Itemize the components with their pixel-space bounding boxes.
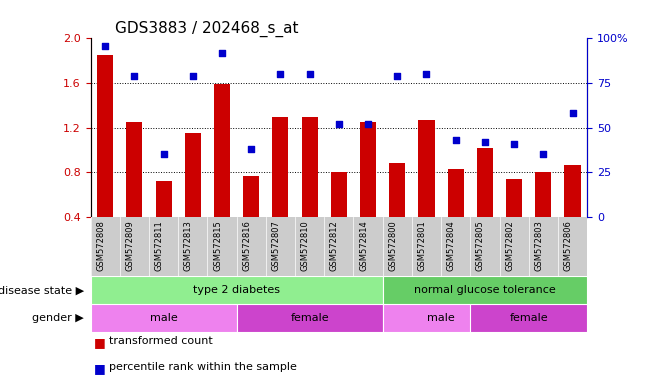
Text: GSM572813: GSM572813 [184, 220, 193, 271]
Bar [477, 148, 493, 217]
Point [187, 73, 198, 79]
Bar [97, 55, 113, 217]
Bar [185, 133, 201, 217]
Text: GSM572811: GSM572811 [154, 220, 164, 271]
Text: disease state ▶: disease state ▶ [0, 285, 84, 295]
Bar [360, 122, 376, 217]
Point [421, 71, 432, 77]
Text: percentile rank within the sample: percentile rank within the sample [109, 362, 297, 372]
Text: GSM572806: GSM572806 [564, 220, 572, 271]
Bar [331, 172, 347, 217]
Point [538, 151, 549, 157]
Bar [272, 116, 289, 217]
Text: female: female [291, 313, 329, 323]
Text: GSM572816: GSM572816 [242, 220, 251, 271]
Bar [382, 304, 499, 332]
Text: GSM572803: GSM572803 [534, 220, 544, 271]
Bar [237, 304, 382, 332]
Bar [214, 84, 230, 217]
Text: ■: ■ [94, 362, 106, 376]
Text: GDS3883 / 202468_s_at: GDS3883 / 202468_s_at [115, 21, 299, 37]
Text: GSM572801: GSM572801 [417, 220, 427, 271]
Point [333, 121, 344, 127]
Text: GSM572804: GSM572804 [447, 220, 456, 271]
Text: male: male [427, 313, 455, 323]
Point [363, 121, 374, 127]
Bar [535, 172, 552, 217]
Text: normal glucose tolerance: normal glucose tolerance [414, 285, 556, 295]
Text: GSM572812: GSM572812 [330, 220, 339, 271]
Bar [448, 169, 464, 217]
Point [275, 71, 286, 77]
Point [100, 43, 111, 49]
Bar [91, 276, 382, 304]
Bar [506, 179, 522, 217]
Text: male: male [150, 313, 178, 323]
Point [158, 151, 169, 157]
Text: GSM572809: GSM572809 [125, 220, 134, 271]
Text: transformed count: transformed count [109, 336, 213, 346]
Text: type 2 diabetes: type 2 diabetes [193, 285, 280, 295]
Bar [564, 164, 580, 217]
Text: female: female [509, 313, 548, 323]
Text: GSM572800: GSM572800 [389, 220, 397, 271]
Bar [156, 181, 172, 217]
Text: GSM572810: GSM572810 [301, 220, 309, 271]
Text: GSM572802: GSM572802 [505, 220, 514, 271]
Text: gender ▶: gender ▶ [32, 313, 84, 323]
Bar [91, 304, 237, 332]
Point [217, 50, 227, 56]
Text: ■: ■ [94, 336, 106, 349]
Point [567, 110, 578, 116]
Bar [243, 175, 259, 217]
Text: GSM572814: GSM572814 [359, 220, 368, 271]
Point [450, 137, 461, 143]
Text: GSM572807: GSM572807 [272, 220, 280, 271]
Bar [382, 276, 587, 304]
Bar [419, 120, 435, 217]
Point [129, 73, 140, 79]
Bar [389, 164, 405, 217]
Bar [302, 116, 317, 217]
Text: GSM572815: GSM572815 [213, 220, 222, 271]
Point [392, 73, 403, 79]
Bar [126, 122, 142, 217]
Text: GSM572805: GSM572805 [476, 220, 485, 271]
Bar [470, 304, 587, 332]
Point [304, 71, 315, 77]
Text: GSM572808: GSM572808 [96, 220, 105, 271]
Point [246, 146, 256, 152]
Point [509, 141, 519, 147]
Point [480, 139, 491, 145]
